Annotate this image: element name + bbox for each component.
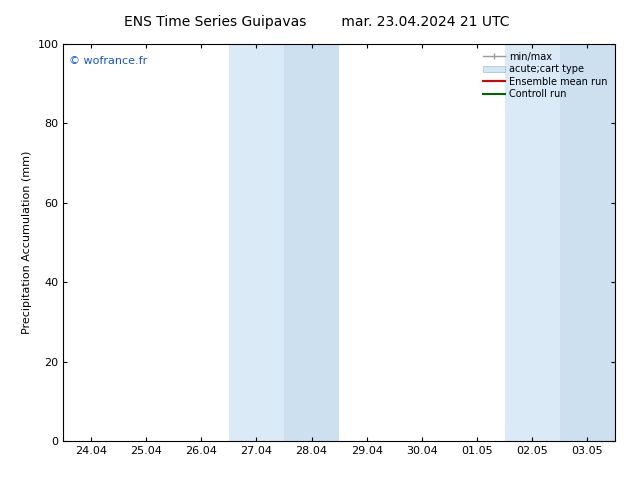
- Text: © wofrance.fr: © wofrance.fr: [69, 56, 147, 66]
- Text: ENS Time Series Guipavas        mar. 23.04.2024 21 UTC: ENS Time Series Guipavas mar. 23.04.2024…: [124, 15, 510, 29]
- Legend: min/max, acute;cart type, Ensemble mean run, Controll run: min/max, acute;cart type, Ensemble mean …: [481, 49, 610, 102]
- Bar: [229, 44, 284, 441]
- Bar: [505, 44, 560, 441]
- Bar: [284, 44, 339, 441]
- Y-axis label: Precipitation Accumulation (mm): Precipitation Accumulation (mm): [22, 151, 32, 334]
- Bar: [560, 44, 615, 441]
